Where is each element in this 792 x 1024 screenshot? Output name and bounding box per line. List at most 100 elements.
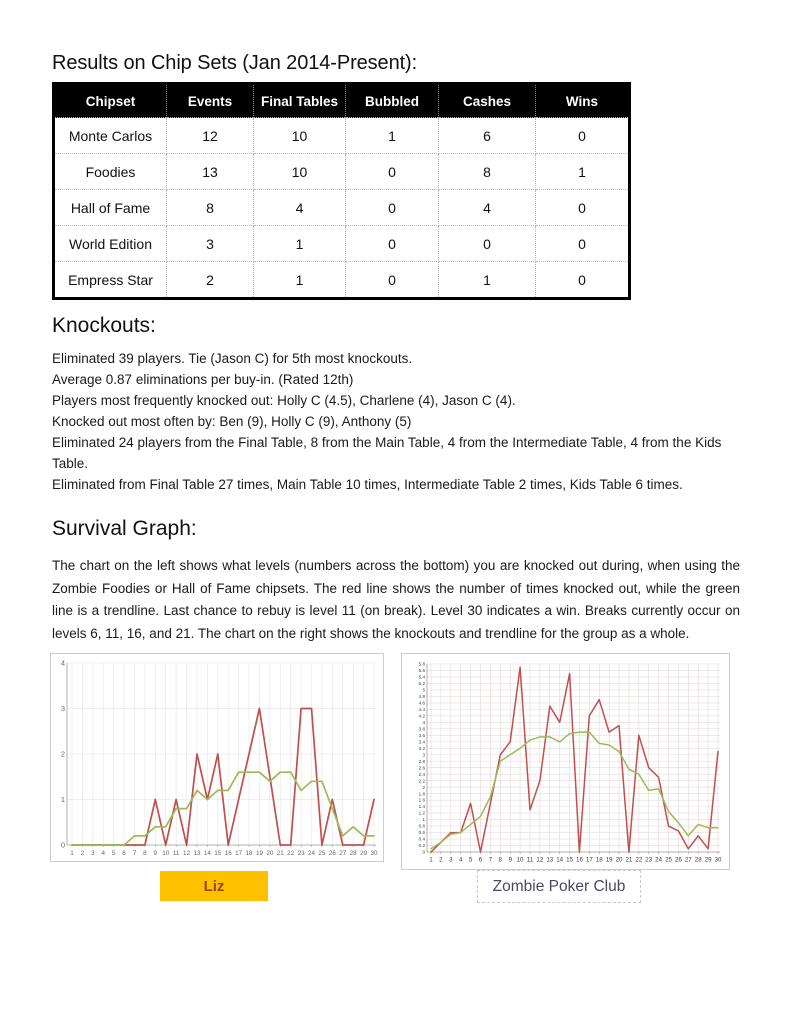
svg-text:18: 18 bbox=[596, 857, 603, 864]
table-cell: 1 bbox=[535, 153, 630, 190]
table-cell: 0 bbox=[345, 225, 439, 262]
table-row: Hall of Fame 8 4 0 4 0 bbox=[53, 189, 630, 226]
svg-text:11: 11 bbox=[527, 857, 534, 864]
svg-text:1: 1 bbox=[422, 817, 425, 822]
table-cell: 4 bbox=[253, 189, 346, 226]
chart-labels-row: Liz Zombie Poker Club bbox=[52, 867, 740, 909]
svg-text:17: 17 bbox=[235, 850, 243, 857]
svg-text:4.8: 4.8 bbox=[419, 694, 426, 699]
survival-paragraph: The chart on the left shows what levels … bbox=[52, 558, 740, 641]
svg-text:15: 15 bbox=[566, 857, 573, 864]
knockouts-heading: Knockouts: bbox=[52, 314, 156, 337]
svg-text:10: 10 bbox=[162, 850, 170, 857]
svg-text:12: 12 bbox=[183, 850, 191, 857]
svg-text:23: 23 bbox=[298, 850, 306, 857]
svg-text:3: 3 bbox=[449, 857, 453, 864]
svg-text:21: 21 bbox=[277, 850, 285, 857]
table-header-cell: Chipset bbox=[53, 83, 167, 118]
table-row: Monte Carlos 12 10 1 6 0 bbox=[53, 117, 630, 154]
svg-text:5.8: 5.8 bbox=[419, 662, 426, 667]
svg-text:26: 26 bbox=[675, 857, 682, 864]
table-cell: 3 bbox=[166, 225, 254, 262]
table-cell: Hall of Fame bbox=[53, 189, 167, 226]
svg-text:4.4: 4.4 bbox=[419, 707, 426, 712]
svg-text:4.6: 4.6 bbox=[419, 701, 426, 706]
svg-text:1: 1 bbox=[70, 850, 74, 857]
document-content: Results on Chip Sets (Jan 2014-Present):… bbox=[50, 52, 740, 909]
svg-text:3: 3 bbox=[91, 850, 95, 857]
svg-text:2.4: 2.4 bbox=[419, 772, 426, 777]
svg-text:4: 4 bbox=[101, 850, 105, 857]
svg-text:27: 27 bbox=[339, 850, 347, 857]
text-line: Eliminated 24 players from the Final Tab… bbox=[52, 435, 722, 471]
table-cell: 8 bbox=[438, 153, 536, 190]
table-cell: 0 bbox=[535, 261, 630, 299]
table-cell: 0 bbox=[535, 117, 630, 154]
svg-text:2.2: 2.2 bbox=[419, 778, 426, 783]
table-cell: Empress Star bbox=[53, 261, 167, 299]
svg-text:5.6: 5.6 bbox=[419, 668, 426, 673]
svg-text:14: 14 bbox=[204, 850, 212, 857]
table-cell: 0 bbox=[345, 153, 439, 190]
liz-survival-chart: 0 1 2 3 4 1 2 3 4 5 6 7 8 9 10 11 12 13 14 15 16 17 18 19 20 21 22… bbox=[50, 653, 384, 862]
survival-heading: Survival Graph: bbox=[52, 517, 197, 540]
svg-text:17: 17 bbox=[586, 857, 593, 864]
table-cell: Foodies bbox=[53, 153, 167, 190]
group-survival-chart-svg: 00.20.40.60.811.21.41.61.822.22.42.62.83… bbox=[402, 654, 729, 869]
table-cell: World Edition bbox=[53, 225, 167, 262]
table-cell: 4 bbox=[438, 189, 536, 226]
svg-text:11: 11 bbox=[173, 850, 180, 857]
svg-text:0.2: 0.2 bbox=[419, 843, 426, 848]
knockouts-text: Eliminated 39 players. Tie (Jason C) for… bbox=[52, 348, 740, 495]
svg-text:4.2: 4.2 bbox=[419, 713, 426, 718]
svg-text:5: 5 bbox=[422, 688, 425, 693]
table-cell: 1 bbox=[345, 117, 439, 154]
svg-text:0: 0 bbox=[422, 850, 425, 855]
svg-text:6: 6 bbox=[122, 850, 126, 857]
svg-text:18: 18 bbox=[246, 850, 254, 857]
svg-text:3.6: 3.6 bbox=[419, 733, 426, 738]
svg-text:7: 7 bbox=[133, 850, 137, 857]
svg-text:5: 5 bbox=[112, 850, 116, 857]
table-cell: 6 bbox=[438, 117, 536, 154]
table-header-row: Chipset Events Final Tables Bubbled Cashes Wi… bbox=[53, 83, 630, 118]
svg-text:28: 28 bbox=[695, 857, 702, 864]
table-cell: 10 bbox=[253, 153, 346, 190]
table-header-cell: Cashes bbox=[438, 83, 536, 118]
text-line: Eliminated 39 players. Tie (Jason C) for… bbox=[52, 351, 413, 366]
svg-text:23: 23 bbox=[645, 857, 652, 864]
table-row: Foodies 13 10 0 8 1 bbox=[53, 153, 630, 190]
svg-text:2.6: 2.6 bbox=[419, 765, 426, 770]
svg-text:3.4: 3.4 bbox=[419, 739, 426, 744]
svg-text:2.8: 2.8 bbox=[419, 759, 426, 764]
text-line: Eliminated from Final Table 27 times, Ma… bbox=[52, 477, 683, 492]
svg-text:20: 20 bbox=[616, 857, 623, 864]
table-cell: 1 bbox=[438, 261, 536, 299]
svg-text:0.8: 0.8 bbox=[419, 824, 426, 829]
svg-text:25: 25 bbox=[318, 850, 326, 857]
svg-text:26: 26 bbox=[329, 850, 337, 857]
svg-text:5.2: 5.2 bbox=[419, 681, 426, 686]
svg-text:0.4: 0.4 bbox=[419, 837, 426, 842]
svg-text:22: 22 bbox=[635, 857, 642, 864]
svg-text:1.2: 1.2 bbox=[419, 811, 426, 816]
svg-text:8: 8 bbox=[499, 857, 503, 864]
table-header-cell: Wins bbox=[535, 83, 630, 118]
table-cell: 0 bbox=[535, 225, 630, 262]
svg-text:1.6: 1.6 bbox=[419, 798, 426, 803]
table-cell: 0 bbox=[438, 225, 536, 262]
group-chart-label: Zombie Poker Club bbox=[477, 870, 641, 903]
svg-text:6: 6 bbox=[479, 857, 483, 864]
results-table: Chipset Events Final Tables Bubbled Cashes Wi… bbox=[52, 82, 631, 300]
svg-text:13: 13 bbox=[193, 850, 201, 857]
svg-text:30: 30 bbox=[715, 857, 722, 864]
svg-text:2: 2 bbox=[439, 857, 443, 864]
table-header-cell: Bubbled bbox=[345, 83, 439, 118]
svg-text:9: 9 bbox=[154, 850, 158, 857]
table-cell: 0 bbox=[345, 189, 439, 226]
svg-text:10: 10 bbox=[517, 857, 524, 864]
table-header-cell: Events bbox=[166, 83, 254, 118]
svg-text:4: 4 bbox=[61, 659, 65, 668]
svg-text:29: 29 bbox=[360, 850, 368, 857]
svg-text:27: 27 bbox=[685, 857, 692, 864]
